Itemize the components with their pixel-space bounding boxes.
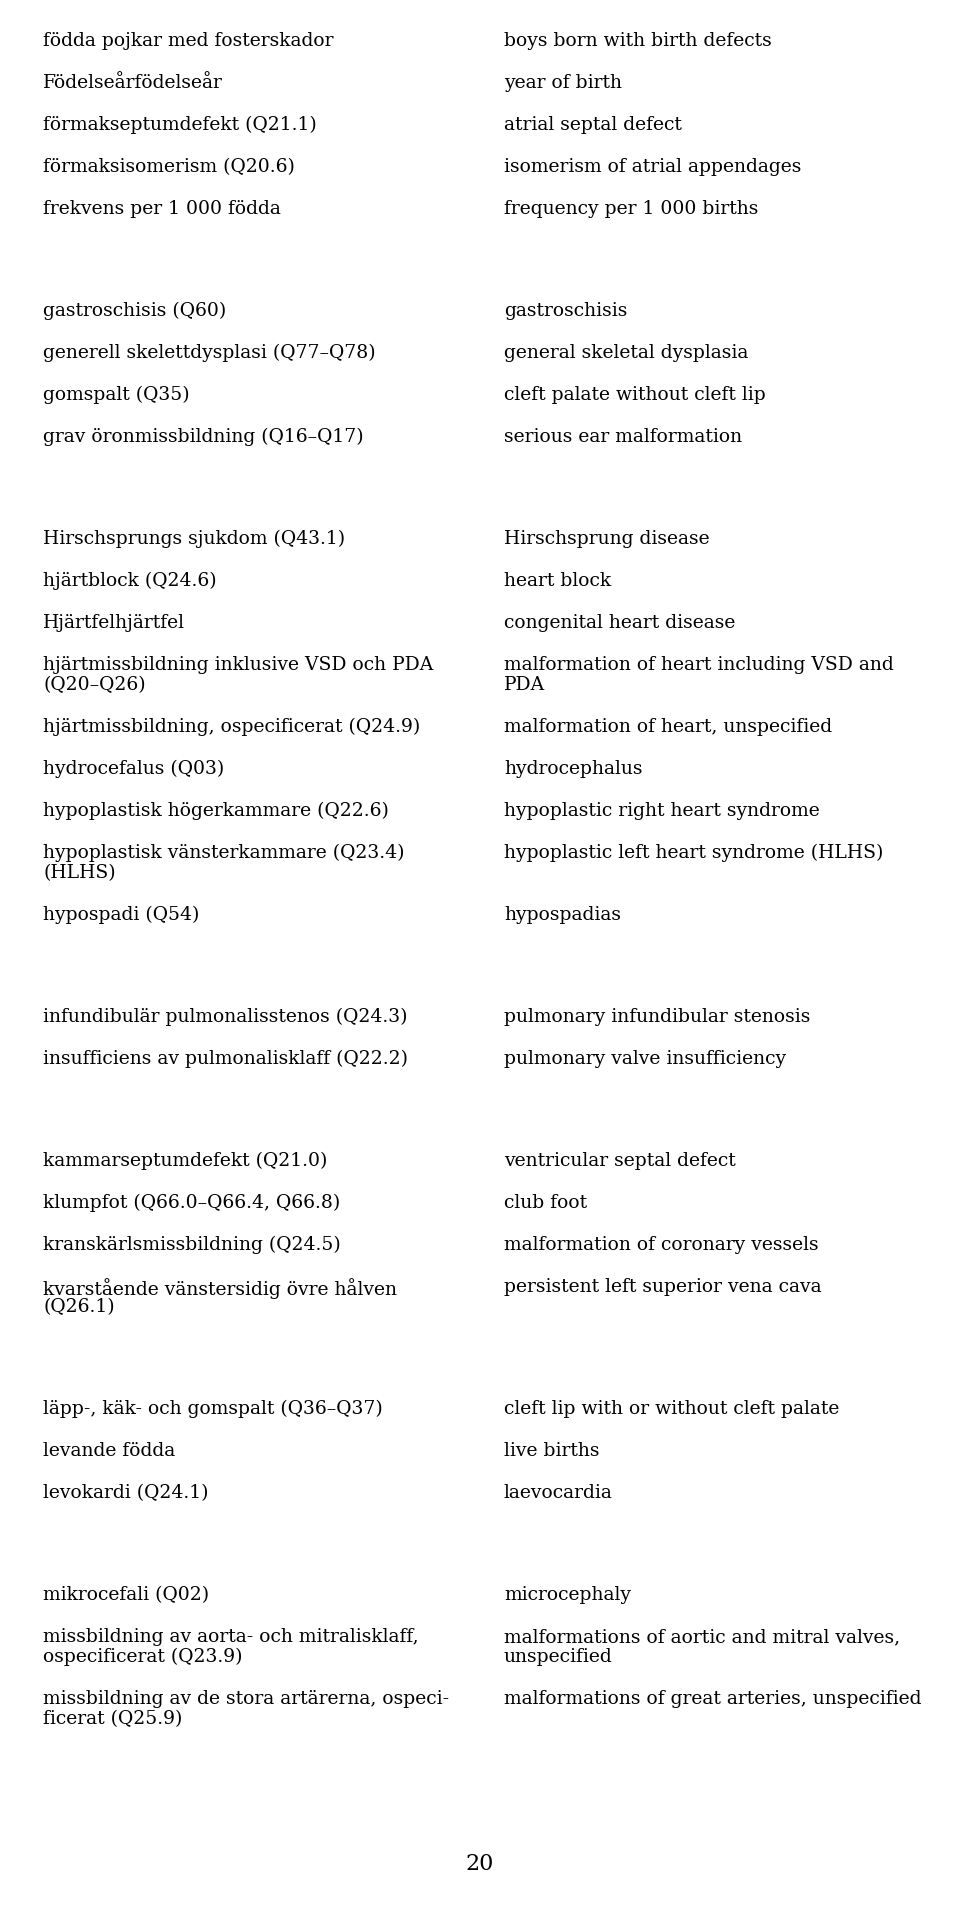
Text: hydrocephalus: hydrocephalus <box>504 760 642 778</box>
Text: klumpfot (Q66.0–Q66.4, Q66.8): klumpfot (Q66.0–Q66.4, Q66.8) <box>43 1194 341 1212</box>
Text: malformation of coronary vessels: malformation of coronary vessels <box>504 1236 819 1254</box>
Text: boys born with birth defects: boys born with birth defects <box>504 33 772 50</box>
Text: hypospadias: hypospadias <box>504 906 621 924</box>
Text: year of birth: year of birth <box>504 75 622 92</box>
Text: Hirschsprung disease: Hirschsprung disease <box>504 530 709 547</box>
Text: serious ear malformation: serious ear malformation <box>504 428 742 445</box>
Text: malformations of great arteries, unspecified: malformations of great arteries, unspeci… <box>504 1690 922 1709</box>
Text: missbildning av aorta- och mitralisklaff,: missbildning av aorta- och mitralisklaff… <box>43 1628 419 1645</box>
Text: ficerat (Q25.9): ficerat (Q25.9) <box>43 1711 182 1728</box>
Text: ventricular septal defect: ventricular septal defect <box>504 1152 735 1169</box>
Text: infundibulär pulmonalisstenos (Q24.3): infundibulär pulmonalisstenos (Q24.3) <box>43 1008 408 1027</box>
Text: Födelseårfödelseår: Födelseårfödelseår <box>43 75 223 92</box>
Text: levande födda: levande födda <box>43 1442 176 1459</box>
Text: gastroschisis (Q60): gastroschisis (Q60) <box>43 301 227 321</box>
Text: hypospadi (Q54): hypospadi (Q54) <box>43 906 200 924</box>
Text: mikrocefali (Q02): mikrocefali (Q02) <box>43 1586 209 1603</box>
Text: live births: live births <box>504 1442 599 1459</box>
Text: pulmonary infundibular stenosis: pulmonary infundibular stenosis <box>504 1008 810 1025</box>
Text: ospecificerat (Q23.9): ospecificerat (Q23.9) <box>43 1647 243 1667</box>
Text: hydrocefalus (Q03): hydrocefalus (Q03) <box>43 760 225 778</box>
Text: pulmonary valve insufficiency: pulmonary valve insufficiency <box>504 1050 786 1068</box>
Text: general skeletal dysplasia: general skeletal dysplasia <box>504 344 749 363</box>
Text: hypoplastic left heart syndrome (HLHS): hypoplastic left heart syndrome (HLHS) <box>504 845 883 862</box>
Text: cleft lip with or without cleft palate: cleft lip with or without cleft palate <box>504 1400 839 1419</box>
Text: kammarseptumdefekt (Q21.0): kammarseptumdefekt (Q21.0) <box>43 1152 327 1171</box>
Text: kvarstående vänstersidig övre hålven: kvarstående vänstersidig övre hålven <box>43 1279 397 1300</box>
Text: gomspalt (Q35): gomspalt (Q35) <box>43 386 190 405</box>
Text: hypoplastisk högerkammare (Q22.6): hypoplastisk högerkammare (Q22.6) <box>43 803 389 820</box>
Text: microcephaly: microcephaly <box>504 1586 631 1603</box>
Text: Hirschsprungs sjukdom (Q43.1): Hirschsprungs sjukdom (Q43.1) <box>43 530 346 549</box>
Text: generell skelettdysplasi (Q77–Q78): generell skelettdysplasi (Q77–Q78) <box>43 344 375 363</box>
Text: malformation of heart including VSD and: malformation of heart including VSD and <box>504 657 894 674</box>
Text: förmakseptumdefekt (Q21.1): förmakseptumdefekt (Q21.1) <box>43 115 317 134</box>
Text: 20: 20 <box>466 1853 494 1876</box>
Text: kranskärlsmissbildning (Q24.5): kranskärlsmissbildning (Q24.5) <box>43 1236 341 1254</box>
Text: isomerism of atrial appendages: isomerism of atrial appendages <box>504 157 802 177</box>
Text: insufficiens av pulmonalisklaff (Q22.2): insufficiens av pulmonalisklaff (Q22.2) <box>43 1050 408 1068</box>
Text: grav öronmissbildning (Q16–Q17): grav öronmissbildning (Q16–Q17) <box>43 428 364 445</box>
Text: (Q20–Q26): (Q20–Q26) <box>43 676 146 693</box>
Text: (HLHS): (HLHS) <box>43 864 116 881</box>
Text: missbildning av de stora artärerna, ospeci-: missbildning av de stora artärerna, ospe… <box>43 1690 449 1709</box>
Text: cleft palate without cleft lip: cleft palate without cleft lip <box>504 386 766 403</box>
Text: födda pojkar med fosterskador: födda pojkar med fosterskador <box>43 33 334 50</box>
Text: hjärtmissbildning inklusive VSD och PDA: hjärtmissbildning inklusive VSD och PDA <box>43 657 434 674</box>
Text: unspecified: unspecified <box>504 1647 612 1667</box>
Text: congenital heart disease: congenital heart disease <box>504 614 735 632</box>
Text: Hjärtfelhjärtfel: Hjärtfelhjärtfel <box>43 614 185 632</box>
Text: (Q26.1): (Q26.1) <box>43 1298 115 1315</box>
Text: heart block: heart block <box>504 572 612 589</box>
Text: laevocardia: laevocardia <box>504 1484 612 1501</box>
Text: förmaksisomerism (Q20.6): förmaksisomerism (Q20.6) <box>43 157 295 177</box>
Text: malformation of heart, unspecified: malformation of heart, unspecified <box>504 718 832 735</box>
Text: hypoplastic right heart syndrome: hypoplastic right heart syndrome <box>504 803 820 820</box>
Text: läpp-, käk- och gomspalt (Q36–Q37): läpp-, käk- och gomspalt (Q36–Q37) <box>43 1400 383 1419</box>
Text: atrial septal defect: atrial septal defect <box>504 115 682 134</box>
Text: levokardi (Q24.1): levokardi (Q24.1) <box>43 1484 208 1501</box>
Text: club foot: club foot <box>504 1194 588 1212</box>
Text: hjärtblock (Q24.6): hjärtblock (Q24.6) <box>43 572 217 589</box>
Text: malformations of aortic and mitral valves,: malformations of aortic and mitral valve… <box>504 1628 900 1645</box>
Text: persistent left superior vena cava: persistent left superior vena cava <box>504 1279 822 1296</box>
Text: gastroschisis: gastroschisis <box>504 301 628 321</box>
Text: frequency per 1 000 births: frequency per 1 000 births <box>504 200 758 219</box>
Text: PDA: PDA <box>504 676 545 693</box>
Text: frekvens per 1 000 födda: frekvens per 1 000 födda <box>43 200 281 219</box>
Text: hjärtmissbildning, ospecificerat (Q24.9): hjärtmissbildning, ospecificerat (Q24.9) <box>43 718 420 735</box>
Text: hypoplastisk vänsterkammare (Q23.4): hypoplastisk vänsterkammare (Q23.4) <box>43 845 405 862</box>
